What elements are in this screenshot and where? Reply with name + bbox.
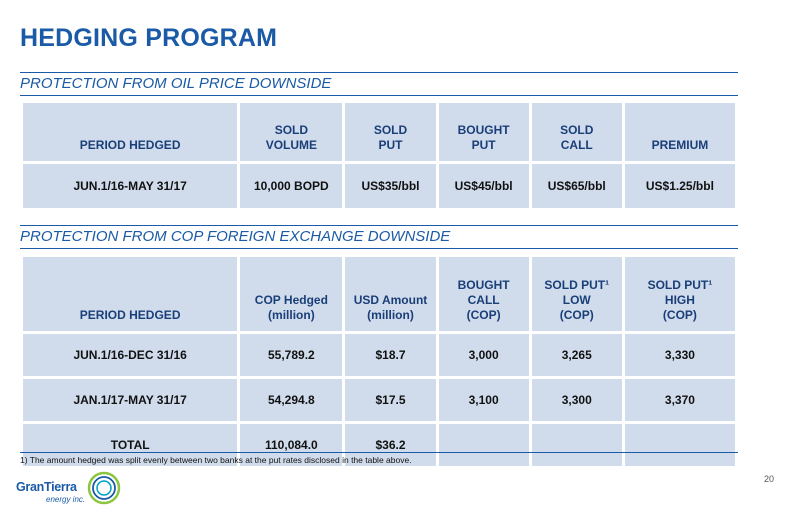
column-header-line: BOUGHT bbox=[457, 278, 510, 292]
column-header: PERIOD HEDGED bbox=[23, 257, 238, 331]
table-cell: 54,294.8 bbox=[240, 379, 343, 421]
column-header-line: HIGH bbox=[664, 293, 695, 307]
column-header: SOLD CALL bbox=[531, 103, 622, 161]
column-header: SOLD PUT¹ LOW (COP) bbox=[531, 257, 622, 331]
table-cell: 3,000 bbox=[438, 334, 529, 376]
table-cell: $17.5 bbox=[345, 379, 436, 421]
table-row: TOTAL 110,084.0 $36.2 bbox=[23, 424, 735, 466]
table-cell bbox=[531, 424, 622, 466]
column-header-line: CALL bbox=[560, 138, 593, 152]
logo-ring-icon bbox=[87, 471, 121, 505]
column-header-line: PREMIUM bbox=[651, 138, 709, 152]
column-header-line: (COP) bbox=[662, 308, 697, 322]
table-cell: 3,370 bbox=[624, 379, 735, 421]
column-header-line: SOLD PUT¹ bbox=[544, 278, 610, 292]
oil-hedge-table: PERIOD HEDGED SOLD VOLUME SOLD PUT BOUGHT PUT S… bbox=[20, 100, 738, 211]
column-header-line: USD Amount bbox=[353, 293, 428, 307]
page-title: HEDGING PROGRAM bbox=[20, 24, 278, 52]
column-header-line: SOLD PUT¹ bbox=[647, 278, 713, 292]
table-cell: US$45/bbl bbox=[438, 164, 529, 208]
column-header: COP Hedged (million) bbox=[240, 257, 343, 331]
column-header-line: (million) bbox=[367, 308, 414, 322]
column-header-line: (COP) bbox=[559, 308, 594, 322]
company-logo: GranTierra energy inc. bbox=[16, 470, 126, 510]
logo-subtitle: energy inc. bbox=[46, 495, 86, 504]
table-cell bbox=[438, 424, 529, 466]
table-row: JUN.1/16-MAY 31/17 10,000 BOPD US$35/bbl US… bbox=[23, 164, 735, 208]
table-cell bbox=[624, 424, 735, 466]
table-cell: 110,084.0 bbox=[240, 424, 343, 466]
table-cell: JAN.1/17-MAY 31/17 bbox=[23, 379, 238, 421]
column-header-line: CALL bbox=[467, 293, 500, 307]
column-header: BOUGHT PUT bbox=[438, 103, 529, 161]
column-header-line: PERIOD HEDGED bbox=[79, 308, 181, 322]
column-header-line: (million) bbox=[268, 308, 315, 322]
table-row: JUN.1/16-DEC 31/16 55,789.2 $18.7 3,000 3,26… bbox=[23, 334, 735, 376]
table-cell: JUN.1/16-DEC 31/16 bbox=[23, 334, 238, 376]
column-header-line: SOLD bbox=[373, 123, 408, 137]
column-header-line: LOW bbox=[562, 293, 591, 307]
column-header: USD Amount (million) bbox=[345, 257, 436, 331]
logo-name: GranTierra bbox=[16, 480, 77, 494]
footnote: 1) The amount hedged was split evenly be… bbox=[20, 452, 738, 465]
table-cell: 55,789.2 bbox=[240, 334, 343, 376]
oil-section-heading: PROTECTION FROM OIL PRICE DOWNSIDE bbox=[20, 72, 738, 96]
column-header-line: (COP) bbox=[466, 308, 501, 322]
column-header: PERIOD HEDGED bbox=[23, 103, 238, 161]
column-header-line: SOLD bbox=[560, 123, 594, 137]
column-header: PREMIUM bbox=[624, 103, 735, 161]
table-cell: TOTAL bbox=[23, 424, 238, 466]
fx-hedge-table: PERIOD HEDGED COP Hedged (million) USD Amou… bbox=[20, 254, 738, 469]
table-header-row: PERIOD HEDGED SOLD VOLUME SOLD PUT BOUGHT PUT S… bbox=[23, 103, 735, 161]
table-cell: 10,000 BOPD bbox=[240, 164, 343, 208]
page-number: 20 bbox=[763, 474, 774, 484]
table-cell: 3,265 bbox=[531, 334, 622, 376]
table-cell: $36.2 bbox=[345, 424, 436, 466]
column-header-line: COP Hedged bbox=[254, 293, 328, 307]
table-cell: US$1.25/bbl bbox=[624, 164, 735, 208]
table-cell: JUN.1/16-MAY 31/17 bbox=[23, 164, 238, 208]
column-header-line: PERIOD HEDGED bbox=[79, 138, 181, 152]
table-cell: US$35/bbl bbox=[345, 164, 436, 208]
column-header-line: VOLUME bbox=[265, 138, 318, 152]
fx-section-heading: PROTECTION FROM COP FOREIGN EXCHANGE DOW… bbox=[20, 225, 738, 249]
column-header-line: BOUGHT bbox=[457, 123, 510, 137]
table-cell: 3,300 bbox=[531, 379, 622, 421]
column-header: SOLD VOLUME bbox=[240, 103, 343, 161]
column-header: SOLD PUT¹ HIGH (COP) bbox=[624, 257, 735, 331]
column-header-line: SOLD bbox=[274, 123, 309, 137]
table-header-row: PERIOD HEDGED COP Hedged (million) USD Amou… bbox=[23, 257, 735, 331]
table-cell: US$65/bbl bbox=[531, 164, 622, 208]
table-cell: $18.7 bbox=[345, 334, 436, 376]
column-header-line: PUT bbox=[378, 138, 403, 152]
table-row: JAN.1/17-MAY 31/17 54,294.8 $17.5 3,100 3,30… bbox=[23, 379, 735, 421]
table-cell: 3,100 bbox=[438, 379, 529, 421]
column-header-line: PUT bbox=[471, 138, 496, 152]
column-header: BOUGHT CALL (COP) bbox=[438, 257, 529, 331]
table-cell: 3,330 bbox=[624, 334, 735, 376]
column-header: SOLD PUT bbox=[345, 103, 436, 161]
